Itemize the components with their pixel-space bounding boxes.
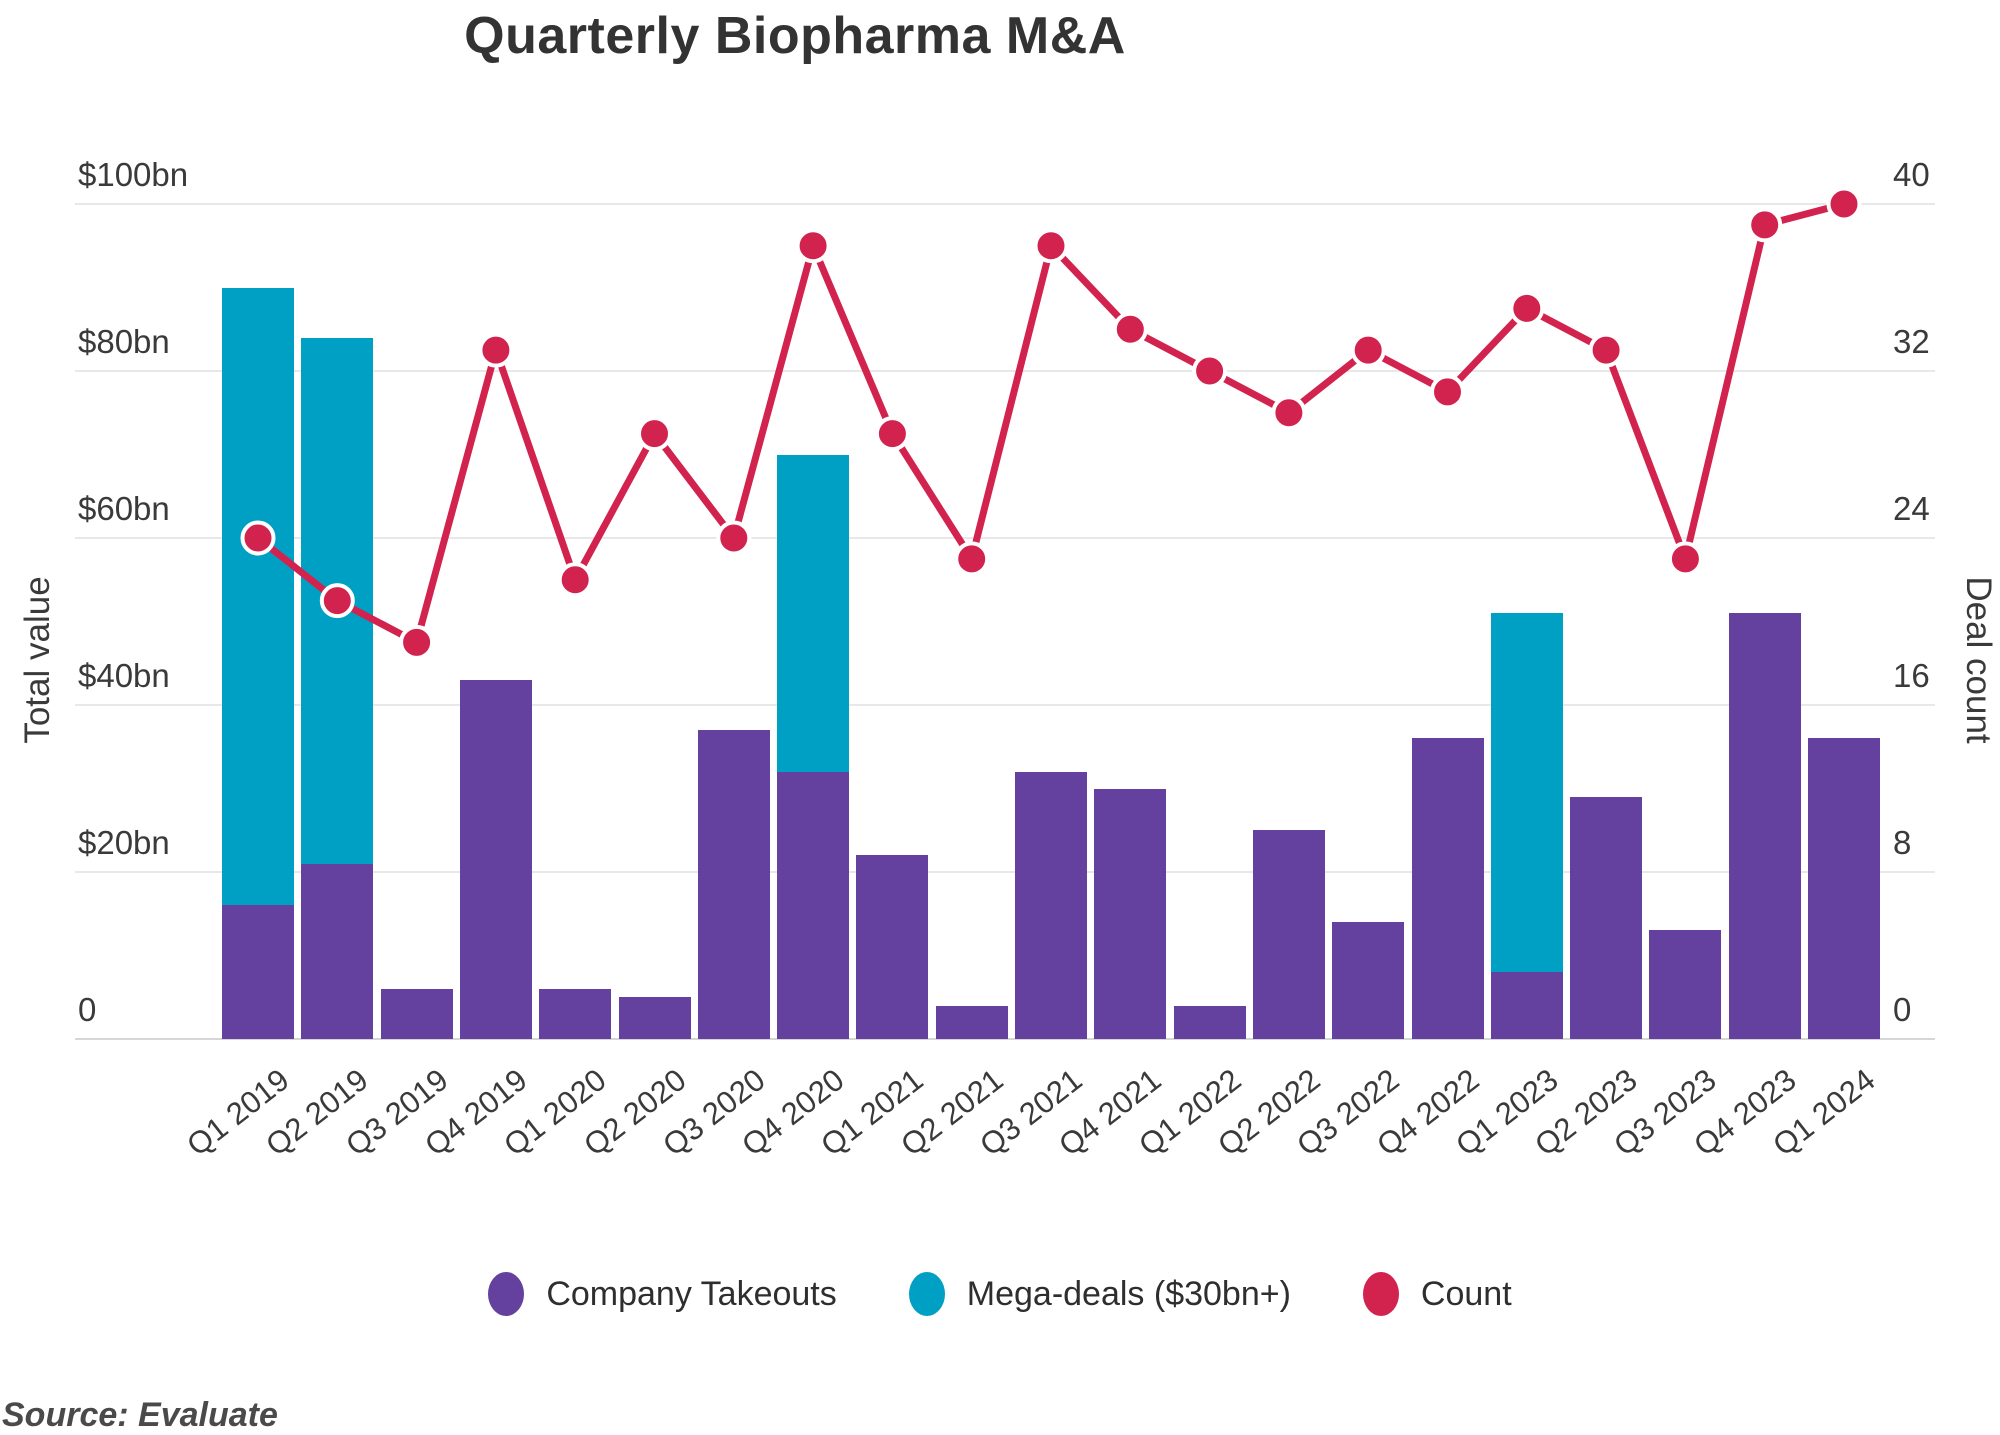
legend-label: Count — [1420, 1274, 1512, 1313]
y-tick-right: 32 — [1893, 323, 1930, 360]
y-tick-left: 0 — [78, 991, 97, 1028]
count-point — [1588, 332, 1624, 368]
count-point — [795, 228, 831, 264]
legend-item-company-takeouts: Company Takeouts — [488, 1272, 837, 1316]
y-tick-right: 8 — [1893, 824, 1912, 861]
bar-company-takeouts — [1649, 930, 1722, 1039]
count-point — [478, 332, 514, 368]
bar-mega-deals — [777, 454, 850, 772]
bar-company-takeouts — [1808, 738, 1880, 1039]
bar-company-takeouts — [380, 988, 453, 1039]
chart-title: Quarterly Biopharma M&A — [464, 7, 1126, 65]
y-tick-right: 16 — [1893, 657, 1930, 694]
count-point — [1509, 290, 1545, 326]
y-tick-right: 40 — [1893, 156, 1930, 193]
count-point — [954, 541, 990, 577]
count-point — [637, 416, 672, 452]
y-tick-left: $80bn — [78, 323, 170, 360]
bar-company-takeouts — [1332, 922, 1405, 1039]
y-tick-left: $40bn — [78, 657, 170, 694]
gridline — [75, 704, 1935, 706]
count-point — [1033, 228, 1069, 264]
source-note: Source: Evaluate — [2, 1396, 278, 1434]
mega-deals-dot-icon — [908, 1272, 945, 1316]
bar-company-takeouts — [1570, 796, 1643, 1039]
legend-item-count: Count — [1362, 1272, 1512, 1316]
count-point — [1667, 541, 1703, 577]
y-tick-left: $20bn — [78, 824, 170, 861]
legend-label: Mega-deals ($30bn+) — [966, 1274, 1291, 1313]
count-dot-icon — [1362, 1272, 1399, 1316]
legend-label: Company Takeouts — [546, 1274, 837, 1313]
bar-company-takeouts — [1728, 613, 1801, 1039]
count-point — [1350, 332, 1386, 368]
bar-mega-deals — [222, 287, 294, 906]
bar-company-takeouts — [697, 730, 770, 1039]
count-point — [1112, 311, 1148, 347]
y-tick-left: $100bn — [78, 156, 189, 193]
count-point — [399, 624, 435, 660]
gridline — [75, 1038, 1935, 1040]
bar-mega-deals — [1490, 613, 1563, 973]
bar-company-takeouts — [1252, 830, 1325, 1039]
bar-company-takeouts — [1094, 788, 1167, 1039]
takeouts-dot-icon — [488, 1272, 525, 1316]
bar-company-takeouts — [1411, 738, 1484, 1039]
y-axis-left-title: Total value — [18, 576, 57, 744]
bar-company-takeouts — [935, 1005, 1008, 1039]
count-point — [1430, 374, 1465, 410]
gridline — [75, 203, 1935, 205]
count-point — [1747, 207, 1783, 243]
bar-company-takeouts — [1173, 1005, 1246, 1039]
gridline — [75, 871, 1935, 873]
y-axis-right-title: Deal count — [1959, 576, 1998, 744]
bar-company-takeouts — [301, 863, 374, 1039]
bar-company-takeouts — [222, 905, 294, 1039]
bar-company-takeouts — [618, 997, 691, 1039]
bar-company-takeouts — [1490, 972, 1563, 1039]
bar-company-takeouts — [777, 771, 850, 1039]
bar-company-takeouts — [856, 855, 929, 1039]
bar-mega-deals — [301, 337, 374, 864]
y-tick-left: $60bn — [78, 490, 170, 527]
count-point — [557, 562, 593, 598]
count-line — [255, 200, 1845, 646]
count-point — [1271, 395, 1307, 431]
bar-company-takeouts — [1015, 771, 1087, 1039]
y-tick-right: 24 — [1893, 490, 1930, 527]
bar-company-takeouts — [459, 679, 532, 1039]
y-tick-right: 0 — [1893, 991, 1912, 1028]
legend: Company Takeouts Mega-deals ($30bn+) Cou… — [0, 1272, 2000, 1316]
legend-item-mega-deals: Mega-deals ($30bn+) — [908, 1272, 1291, 1316]
bar-company-takeouts — [539, 988, 612, 1039]
count-point — [874, 416, 910, 452]
